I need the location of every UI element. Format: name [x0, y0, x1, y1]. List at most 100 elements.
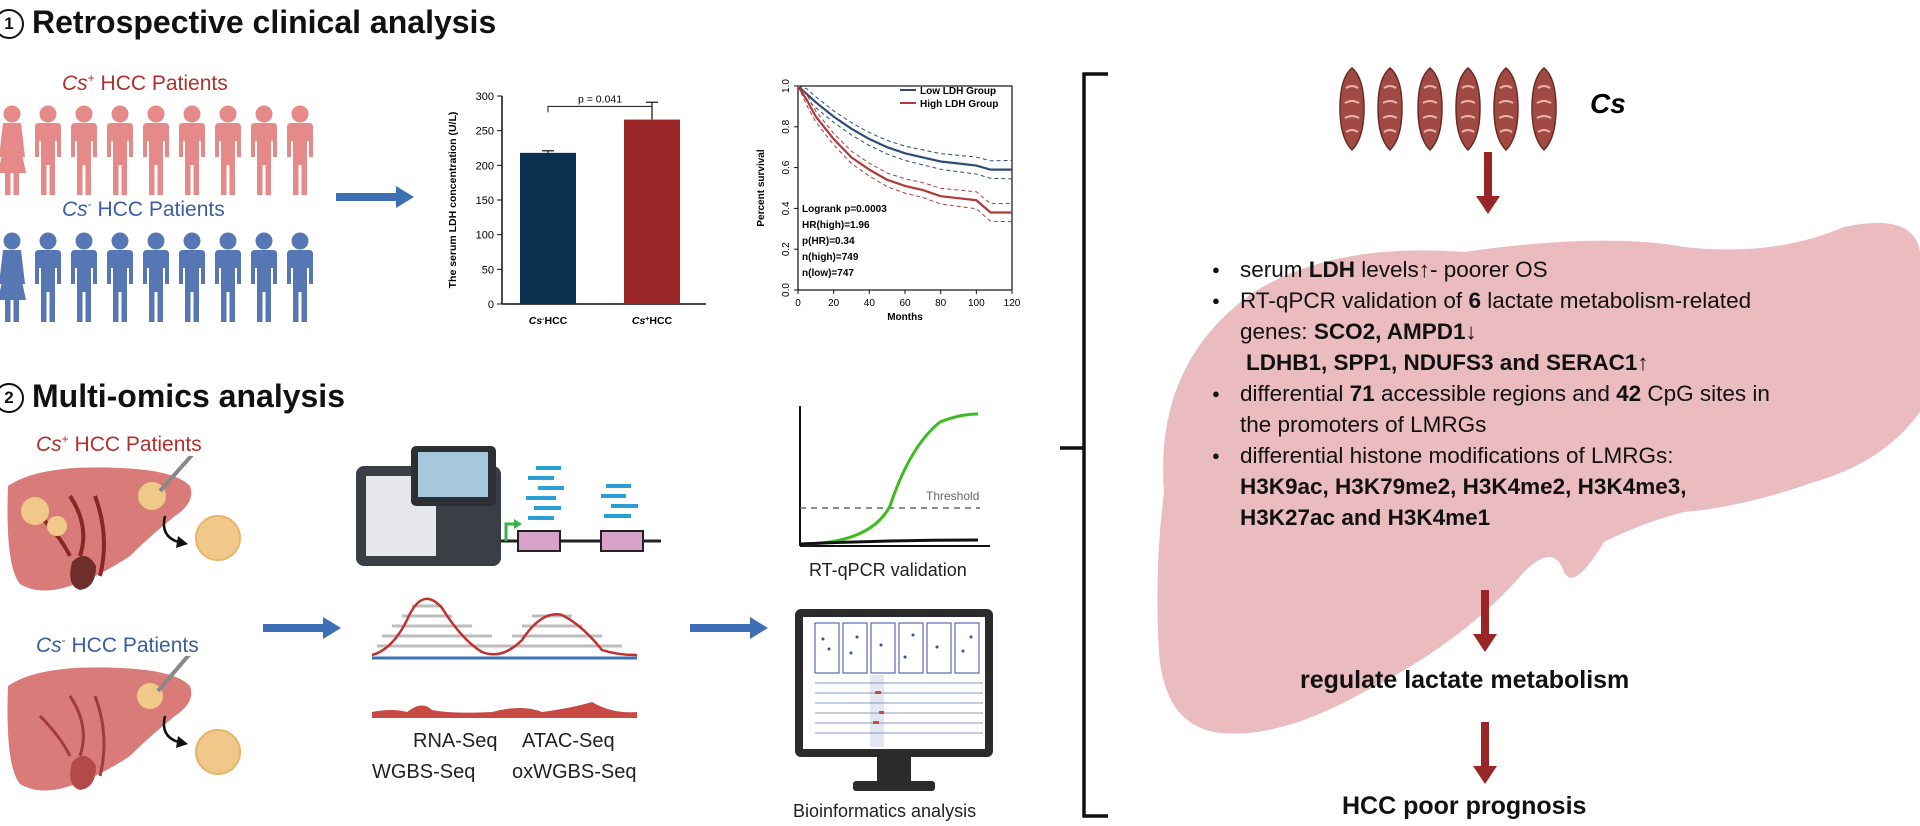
km-y-tick-label: 0.0 [781, 283, 792, 297]
cs-parasites-illustration [1339, 67, 1557, 151]
cs-negative-label-1: Cs- HCC Patients [62, 197, 225, 222]
section1-title-text: Retrospective clinical analysis [32, 4, 497, 40]
bar-y-tick-label: 0 [488, 299, 494, 311]
km-x-tick-label: 0 [795, 298, 801, 309]
section2-title-text: Multi-omics analysis [32, 378, 345, 414]
km-y-tick-label: 1.0 [781, 79, 792, 93]
bar-y-tick-label: 200 [476, 160, 494, 172]
km-x-axis-label: Months [887, 312, 923, 323]
km-x-tick-label: 20 [828, 298, 840, 309]
text: serum [1240, 257, 1309, 282]
bar-category-label: Cs+HCC [632, 315, 673, 327]
bioinfo-caption: Bioinformatics analysis [793, 801, 977, 821]
qpcr-amplification-curve [799, 412, 979, 546]
km-y-tick-label: 0.6 [781, 160, 792, 174]
finding-qpcr: RT-qPCR validation of 6 lactate metaboli… [1212, 285, 1774, 378]
atac-seq-label: ATAC-Seq [522, 730, 615, 752]
text: CpG sites in the promoters of LMRGs [1240, 381, 1770, 437]
cs-label: Cs [1590, 88, 1626, 119]
red-person-icons [0, 105, 313, 195]
sequencer-screen [418, 452, 488, 497]
bar-p-value: p = 0.041 [578, 93, 622, 105]
km-stat-label: Logrank p=0.0003 [802, 204, 887, 215]
bar-Cs-HCC [520, 152, 576, 304]
cs-sup: - [61, 633, 66, 647]
km-series-line-1 [797, 85, 1012, 214]
km-x-tick-label: 80 [935, 298, 947, 309]
section1-number: 1 [0, 9, 24, 39]
qpcr-caption: RT-qPCR validation [809, 560, 967, 580]
blue-person-icons [0, 232, 313, 322]
km-stat-label: n(high)=749 [802, 252, 859, 263]
cs-rest: HCC Patients [91, 198, 225, 221]
sequencer-illustration [356, 446, 661, 566]
arrow-right-icon [263, 617, 341, 639]
bar-Cs+HCC [624, 119, 680, 304]
km-y-tick-label: 0.2 [781, 242, 792, 256]
qpcr-curve-chart: Threshold [799, 406, 990, 547]
oxwgbs-seq-label: oxWGBS-Seq [512, 761, 637, 783]
cs-positive-label-2: Cs+ HCC Patients [36, 432, 202, 457]
text-bold: LDHB1, SPP1, NDUFS3 and SERAC1↑ [1246, 350, 1649, 375]
km-y-tick-label: 0.4 [781, 201, 792, 215]
bar-significance-bracket [547, 105, 653, 113]
cs-rest: HCC Patients [94, 72, 228, 95]
finding-histone: differential histone modifications of LM… [1212, 440, 1774, 533]
km-x-tick-label: 120 [1004, 298, 1021, 309]
rna-seq-label: RNA-Seq [413, 730, 498, 752]
km-legend-label: Low LDH Group [920, 86, 996, 97]
text: levels↑- poorer OS [1355, 257, 1548, 282]
arrow-right-icon [336, 186, 414, 208]
km-y-tick-label: 0.8 [781, 119, 792, 133]
cs-italic: Cs [62, 198, 88, 221]
bar-y-tick-label: 300 [476, 91, 494, 103]
text-bold: H3K9ac, H3K79me2, H3K4me2, H3K4me3, H3K2… [1240, 474, 1687, 530]
qpcr-threshold-label: Threshold [926, 489, 979, 503]
cs-sup: - [87, 197, 92, 211]
text: accessible regions and [1374, 381, 1617, 406]
km-stat-label: n(low)=747 [802, 268, 854, 279]
peak-coverage-illustration [372, 597, 638, 660]
cs-italic: Cs [36, 433, 62, 456]
bar-category-sup: + [645, 316, 649, 323]
cs-italic: Cs [62, 72, 88, 95]
outcome-regulate: regulate lactate metabolism [1300, 666, 1630, 694]
km-series-line-0 [797, 85, 1012, 171]
km-y-axis-label: Percent survival [756, 149, 767, 226]
bar-y-tick-label: 250 [476, 126, 494, 138]
km-x-tick-label: 40 [864, 298, 876, 309]
km-legend-label: High LDH Group [920, 99, 998, 110]
cs-rest: HCC Patients [68, 433, 202, 456]
km-x-tick-label: 100 [968, 298, 985, 309]
km-survival-chart: 0 20 40 60 80 100 120 0.0 0.2 0.4 0.6 0.8 1.0 Months P… [756, 79, 1021, 323]
text: differential histone modifications of LM… [1240, 443, 1674, 468]
text-bold: 71 [1349, 381, 1375, 406]
text-bold: 42 [1616, 381, 1642, 406]
km-x-tick-label: 60 [899, 298, 911, 309]
text-bold: 6 [1468, 288, 1481, 313]
cs-italic: Cs [36, 634, 62, 657]
finding-accessible-regions: differential 71 accessible regions and 4… [1212, 378, 1774, 440]
bar-category-sup: - [542, 316, 545, 323]
text: differential [1240, 381, 1350, 406]
cs-positive-label-1: Cs+ HCC Patients [62, 71, 228, 96]
bar-y-tick-label: 100 [476, 230, 494, 242]
outcome-prognosis: HCC poor prognosis [1342, 792, 1587, 820]
section2-title: 2 Multi-omics analysis [0, 378, 345, 415]
gene-block [600, 530, 644, 552]
text-bold: SCO2, AMPD1↓ [1313, 319, 1477, 344]
methylation-track [372, 702, 637, 718]
qpcr-baseline-curve [799, 538, 979, 546]
bar-category-rest: HCC [649, 315, 672, 327]
bar-category-label: Cs-HCC [529, 315, 568, 327]
bar-y-axis-label: The serum LDH concentration (U/L) [447, 112, 459, 289]
finding-ldh: serum LDH levels↑- poorer OS [1212, 254, 1774, 285]
cs-rest: HCC Patients [65, 634, 199, 657]
cs-positive-patients [0, 105, 313, 195]
text: lactate metabolism-related genes: [1240, 288, 1752, 344]
cs-negative-patients [0, 232, 313, 322]
arrow-down-icon [1473, 722, 1497, 784]
cs-negative-label-2: Cs- HCC Patients [36, 633, 199, 658]
cs-sup: + [61, 432, 69, 446]
cs-sup: + [87, 71, 95, 85]
